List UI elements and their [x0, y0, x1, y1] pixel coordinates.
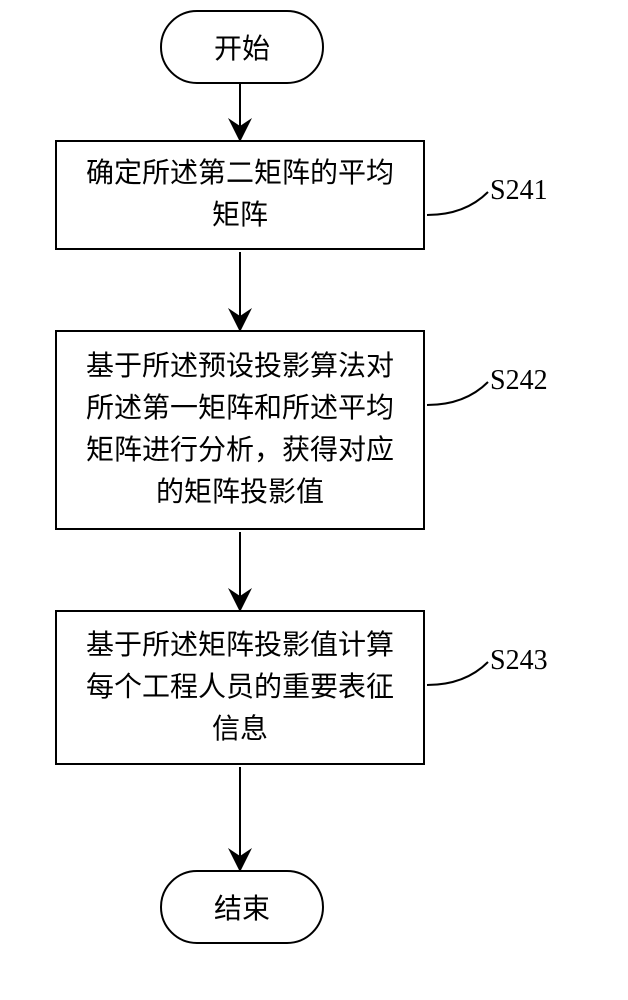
arrow-start-s241 — [0, 0, 628, 1000]
